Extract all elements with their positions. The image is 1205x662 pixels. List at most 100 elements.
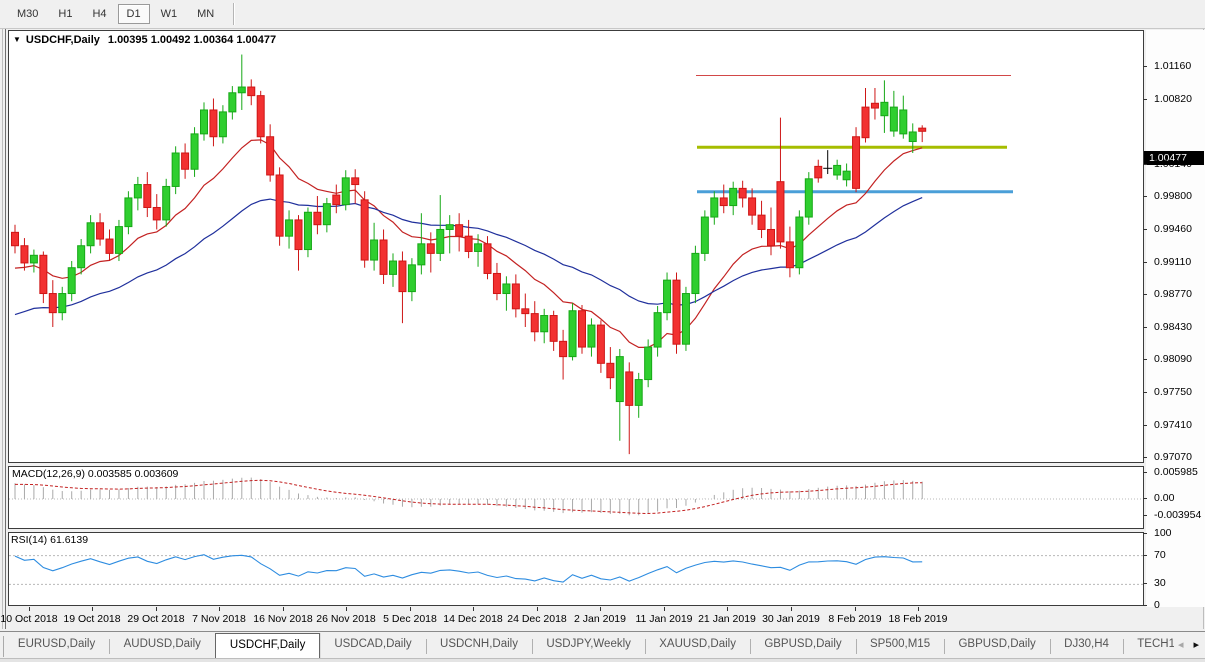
price-axis-label: 0.98770: [1154, 288, 1192, 301]
chart-tab-sp500-m15[interactable]: SP500,M15: [870, 638, 931, 650]
candle: [313, 196, 322, 235]
candle: [303, 207, 312, 258]
rsi-label: RSI(14) 61.6139: [11, 534, 89, 546]
macd-signal-line: [15, 479, 923, 515]
rsi-panel[interactable]: [8, 532, 1144, 606]
chart-tab-usdcad-daily[interactable]: USDCAD,Daily: [334, 638, 412, 650]
timeframe-button-mn[interactable]: MN: [197, 8, 215, 20]
price-axis-tick: [1143, 98, 1147, 100]
candle: [492, 262, 501, 301]
candlestick-chart[interactable]: [9, 31, 1143, 462]
price-axis-tick: [1143, 391, 1147, 393]
price-axis[interactable]: 1.00477 1.01160 1.00820 1.00140 0.99800 0.99…: [1143, 30, 1205, 611]
candle: [379, 229, 388, 284]
candle: [748, 188, 757, 225]
macd-axis-tick: [1143, 498, 1147, 499]
window-left-edge-inner: [5, 29, 6, 629]
candle: [152, 194, 161, 230]
chart-tab-gbpusd-daily[interactable]: GBPUSD,Daily: [764, 638, 842, 650]
price-chart-panel[interactable]: [8, 30, 1144, 463]
date-axis-label: 16 Nov 2018: [253, 613, 313, 625]
price-axis-label: 0.97750: [1154, 385, 1192, 398]
rsi-chart: [9, 554, 1143, 585]
chart-tab-usdchf-daily[interactable]: USDCHF,Daily: [214, 633, 321, 659]
date-axis-tick: [346, 607, 347, 611]
candle: [275, 167, 284, 246]
candle: [767, 207, 775, 256]
macd-chart: [9, 477, 1143, 516]
candle: [417, 213, 426, 275]
candle: [644, 339, 653, 388]
candle: [483, 236, 492, 280]
candle: [823, 150, 833, 175]
candle: [596, 320, 605, 373]
price-axis-label: 0.98090: [1154, 353, 1192, 366]
candle: [398, 251, 407, 324]
date-axis[interactable]: 10 Oct 2018 19 Oct 2018 29 Oct 2018 7 Nov 2…: [0, 607, 1144, 631]
timeframe-button-m30[interactable]: M30: [17, 8, 39, 20]
candle: [908, 123, 917, 153]
candle: [795, 210, 804, 275]
timeframe-button-h4[interactable]: H4: [92, 8, 107, 20]
chart-tab-gbpusd-daily[interactable]: GBPUSD,Daily: [958, 638, 1036, 650]
price-axis-label: 0.99800: [1154, 190, 1192, 203]
timeframe-button-d1[interactable]: D1: [117, 4, 150, 24]
candle: [700, 210, 709, 262]
date-axis-label: 29 Oct 2018: [127, 613, 185, 625]
chart-tab-eurusd-daily[interactable]: EURUSD,Daily: [17, 638, 96, 650]
price-axis-tick: [1143, 326, 1147, 328]
rsi-axis-tick: [1143, 554, 1147, 556]
candle: [426, 232, 435, 273]
candle: [247, 79, 256, 106]
candle: [870, 87, 879, 120]
price-axis-tick: [1143, 294, 1147, 296]
date-axis-tick: [29, 607, 30, 611]
candle: [899, 95, 908, 139]
date-axis-tick: [600, 607, 601, 611]
candle: [237, 54, 246, 110]
date-axis-label: 24 Dec 2018: [507, 613, 567, 625]
candle: [445, 215, 454, 254]
candle: [86, 215, 95, 254]
candle: [436, 195, 445, 262]
rsi-axis-label: 100: [1154, 527, 1172, 539]
timeframe-button-h1[interactable]: H1: [58, 8, 73, 20]
candle: [587, 318, 596, 357]
candle: [294, 215, 303, 271]
macd-axis-label: 0.00: [1154, 492, 1175, 504]
candle: [133, 176, 142, 211]
macd-signal-value: 0.003609: [134, 468, 179, 480]
price-axis-label: 0.99460: [1154, 222, 1192, 235]
symbol-dropdown-icon[interactable]: ▼: [13, 35, 21, 44]
timeframe-button-w1[interactable]: W1: [160, 8, 178, 20]
chart-tab-xauusd-daily[interactable]: XAUUSD,Daily: [659, 638, 736, 650]
tab-scroll-right-icon[interactable]: ▸: [1193, 639, 1199, 651]
candle: [502, 276, 511, 311]
candle: [407, 258, 416, 302]
candle: [729, 181, 738, 216]
candle: [880, 80, 889, 133]
date-axis-tick: [727, 607, 728, 611]
candle: [606, 347, 615, 390]
candle: [634, 372, 643, 418]
date-axis-label: 2 Jan 2019: [574, 613, 626, 625]
candle: [39, 251, 48, 304]
chart-tab-usdcnh-daily[interactable]: USDCNH,Daily: [440, 638, 518, 650]
candle: [455, 213, 464, 252]
date-axis-label: 18 Feb 2019: [888, 613, 948, 625]
rsi-axis-label: 70: [1154, 548, 1166, 561]
candle: [804, 172, 813, 225]
tab-scroll-left-icon[interactable]: ◂: [1177, 639, 1184, 651]
candle: [322, 197, 331, 233]
price-axis-tick: [1143, 163, 1147, 165]
chart-tab-audusd-daily[interactable]: AUDUSD,Daily: [123, 638, 201, 650]
chart-tab-dj30-h4[interactable]: DJ30,H4: [1064, 638, 1109, 650]
rsi-line: [14, 554, 923, 583]
chart-tab-usdjpy-weekly[interactable]: USDJPY,Weekly: [546, 638, 631, 650]
candle: [105, 229, 114, 262]
price-axis-label: 1.00140: [1154, 157, 1192, 170]
macd-panel[interactable]: [8, 466, 1144, 529]
candle: [370, 222, 379, 271]
current-price-box: 1.00477: [1144, 151, 1204, 165]
candle: [615, 348, 624, 441]
